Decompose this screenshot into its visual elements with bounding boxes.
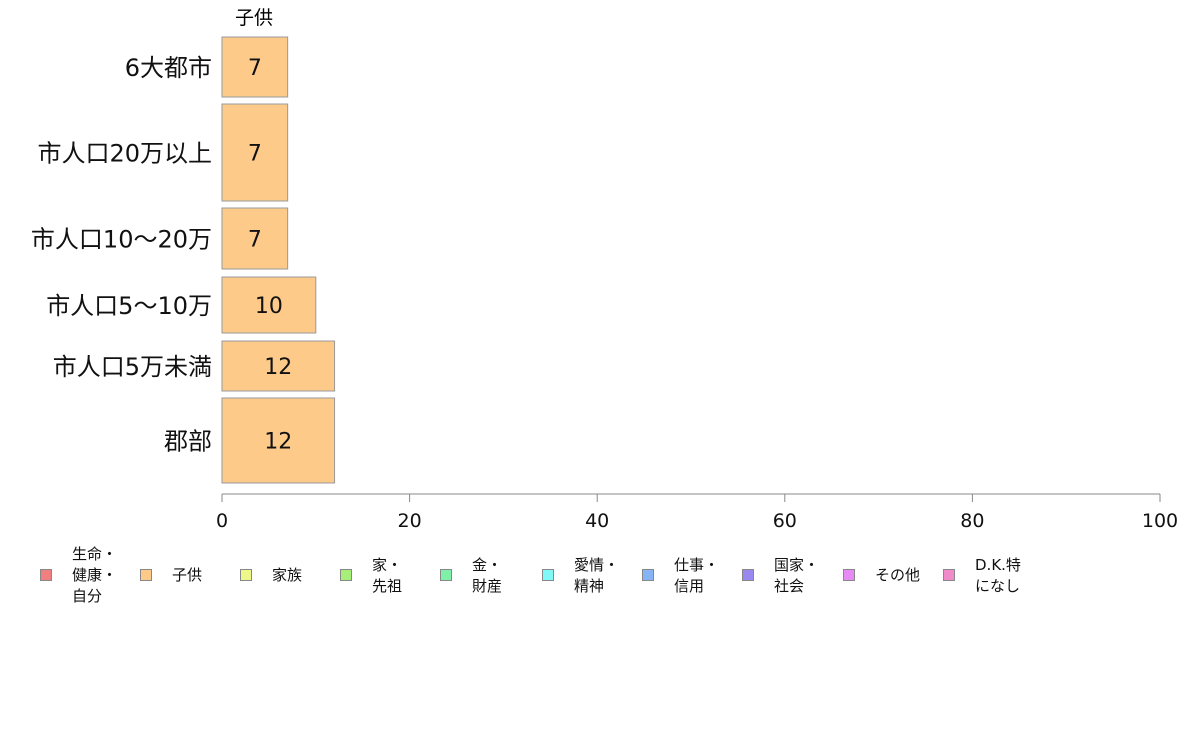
legend-label: その他 (875, 566, 921, 584)
legend-swatch (742, 569, 754, 581)
legend-label: 仕事・ 信用 (674, 555, 720, 595)
legend-swatch (440, 569, 452, 581)
legend-item: その他 (843, 540, 920, 586)
bar-value-label: 7 (248, 228, 262, 253)
x-tick-label: 100 (1142, 510, 1178, 532)
bar (221, 397, 336, 484)
legend: 生命・ 健康・ 自分 子供 家族 家・ 先祖 金・ 財産 愛情・ 精神 仕事・ 信用 国家・ … (0, 540, 1188, 620)
bar-value-label: 7 (248, 142, 262, 167)
legend-swatch (240, 569, 252, 581)
legend-label: 子供 (172, 566, 203, 584)
legend-swatch (340, 569, 352, 581)
bar (221, 36, 289, 98)
legend-swatch (140, 569, 152, 581)
legend-label: 家・ 先祖 (372, 555, 403, 595)
bar-value-label: 7 (248, 56, 262, 81)
category-label: 市人口5〜10万 (46, 292, 212, 320)
legend-item: 国家・ 社会 (742, 540, 819, 597)
legend-item: 家族 (240, 540, 302, 586)
series-header-label: 子供 (235, 7, 273, 29)
category-label: 市人口5万未満 (53, 353, 212, 381)
legend-label: 生命・ 健康・ 自分 (72, 545, 118, 605)
bar-value-label: 12 (264, 430, 292, 455)
category-label: 市人口10〜20万 (31, 226, 212, 254)
legend-swatch (642, 569, 654, 581)
legend-item: 家・ 先祖 (340, 540, 402, 597)
legend-swatch (843, 569, 855, 581)
legend-item: 愛情・ 精神 (542, 540, 619, 597)
legend-swatch (542, 569, 554, 581)
legend-label: 家族 (272, 566, 303, 584)
category-label: 市人口20万以上 (37, 140, 212, 168)
category-label: 郡部 (164, 428, 212, 456)
legend-swatch (943, 569, 955, 581)
x-tick-label: 0 (216, 510, 228, 532)
x-tick-label: 20 (398, 510, 422, 532)
legend-label: 国家・ 社会 (774, 555, 820, 595)
bar-value-label: 10 (255, 294, 283, 319)
x-tick-label: 60 (773, 510, 797, 532)
legend-item: 仕事・ 信用 (642, 540, 719, 597)
legend-label: D.K.特 になし (975, 555, 1021, 595)
legend-item: 金・ 財産 (440, 540, 502, 597)
bar (221, 276, 317, 334)
legend-swatch (40, 569, 52, 581)
bar-value-label: 12 (264, 355, 292, 380)
legend-label: 愛情・ 精神 (574, 555, 620, 595)
bar (221, 103, 289, 202)
category-label: 6大都市 (125, 54, 212, 82)
x-tick-label: 40 (585, 510, 609, 532)
legend-item: 生命・ 健康・ 自分 (40, 540, 117, 607)
legend-label: 金・ 財産 (472, 555, 503, 595)
x-tick-label: 80 (960, 510, 984, 532)
bar (221, 340, 336, 392)
legend-item: D.K.特 になし (943, 540, 1021, 597)
legend-item: 子供 (140, 540, 202, 586)
bar (221, 207, 289, 270)
bar-chart: 子供 6大都市 7 市人口20万以上 7 市人口10〜20万 7 市人口5〜10万 10 市人口… (31, 7, 1178, 532)
